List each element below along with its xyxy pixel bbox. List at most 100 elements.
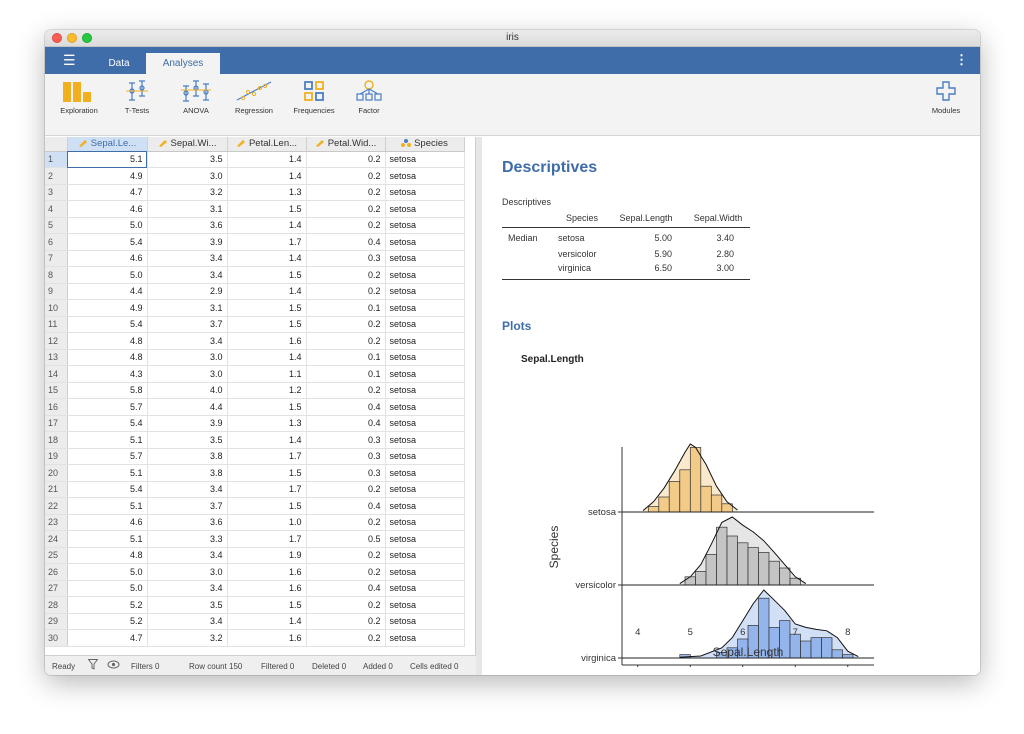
cell[interactable]: 3.8 [147, 448, 228, 465]
cell[interactable]: 3.6 [147, 217, 228, 234]
row-number[interactable]: 4 [45, 200, 68, 218]
more-options-icon[interactable]: ⋮ [955, 52, 968, 67]
cell[interactable]: 5.1 [67, 151, 148, 168]
cell[interactable]: 3.4 [147, 580, 228, 597]
cell[interactable]: 4.8 [67, 547, 148, 564]
cell[interactable]: 0.5 [306, 530, 386, 548]
exploration-button[interactable]: Exploration [53, 80, 105, 115]
cell[interactable]: 3.6 [147, 514, 228, 531]
cell[interactable]: 5.7 [67, 448, 148, 465]
cell[interactable]: setosa [385, 629, 465, 647]
cell[interactable]: 5.8 [67, 382, 148, 399]
cell[interactable]: 1.5 [227, 497, 307, 515]
cell[interactable]: 3.8 [147, 464, 228, 482]
cell[interactable]: setosa [385, 398, 465, 416]
cell[interactable]: 5.0 [67, 580, 148, 597]
cell[interactable]: 0.3 [306, 448, 386, 465]
cell[interactable]: 1.7 [227, 530, 307, 548]
cell[interactable]: 1.4 [227, 250, 307, 267]
cell[interactable]: setosa [385, 217, 465, 234]
cell[interactable]: 4.8 [67, 332, 148, 350]
cell[interactable]: setosa [385, 563, 465, 581]
cell[interactable]: 0.2 [306, 613, 386, 630]
cell[interactable]: 3.7 [147, 497, 228, 515]
cell[interactable]: 4.0 [147, 382, 228, 399]
cell[interactable]: 4.6 [67, 200, 148, 218]
cell[interactable]: 5.4 [67, 481, 148, 498]
cell[interactable]: 3.4 [147, 547, 228, 564]
cell[interactable]: 1.6 [227, 580, 307, 597]
cell[interactable]: 0.2 [306, 151, 386, 168]
cell[interactable]: 4.4 [147, 398, 228, 416]
cell[interactable]: 4.9 [67, 167, 148, 185]
row-number[interactable]: 12 [45, 332, 68, 350]
cell[interactable]: setosa [385, 266, 465, 284]
cell[interactable]: 4.3 [67, 365, 148, 383]
cell[interactable]: 5.4 [67, 415, 148, 432]
row-number[interactable]: 16 [45, 398, 68, 416]
cell[interactable]: 1.5 [227, 596, 307, 614]
ttests-button[interactable]: T-Tests [117, 80, 157, 115]
close-window-button[interactable] [52, 33, 62, 43]
column-header-species[interactable]: Species [385, 137, 465, 152]
cell[interactable]: 1.4 [227, 283, 307, 300]
cell[interactable]: 1.6 [227, 332, 307, 350]
row-number[interactable]: 21 [45, 481, 68, 498]
cell[interactable]: setosa [385, 464, 465, 482]
row-number[interactable]: 8 [45, 266, 68, 284]
cell[interactable]: 0.3 [306, 431, 386, 449]
anova-button[interactable]: ANOVA [172, 80, 220, 115]
cell[interactable]: 3.4 [147, 250, 228, 267]
hamburger-menu-icon[interactable]: ☰ [63, 52, 76, 68]
frequencies-button[interactable]: Frequencies [288, 80, 340, 115]
row-number[interactable]: 25 [45, 547, 68, 564]
cell[interactable]: 0.1 [306, 349, 386, 366]
row-number[interactable]: 10 [45, 299, 68, 317]
cell[interactable]: 0.4 [306, 415, 386, 432]
cell[interactable]: 4.6 [67, 250, 148, 267]
cell[interactable]: 5.0 [67, 217, 148, 234]
cell[interactable]: 1.4 [227, 613, 307, 630]
row-number[interactable]: 17 [45, 415, 68, 432]
cell[interactable]: 0.2 [306, 200, 386, 218]
cell[interactable]: 1.5 [227, 316, 307, 333]
row-number[interactable]: 27 [45, 580, 68, 597]
cell[interactable]: 1.4 [227, 431, 307, 449]
cell[interactable]: 1.5 [227, 398, 307, 416]
cell[interactable]: setosa [385, 365, 465, 383]
cell[interactable]: 1.7 [227, 448, 307, 465]
cell[interactable]: 1.5 [227, 266, 307, 284]
cell[interactable]: setosa [385, 250, 465, 267]
cell[interactable]: 3.0 [147, 365, 228, 383]
row-number[interactable]: 14 [45, 365, 68, 383]
row-number[interactable]: 3 [45, 184, 68, 201]
cell[interactable]: 3.5 [147, 596, 228, 614]
cell[interactable]: 3.0 [147, 349, 228, 366]
cell[interactable]: 3.4 [147, 332, 228, 350]
row-number[interactable]: 1 [45, 151, 68, 168]
cell[interactable]: 0.2 [306, 184, 386, 201]
row-number[interactable]: 26 [45, 563, 68, 581]
corner-cell[interactable] [45, 137, 68, 152]
cell[interactable]: 4.7 [67, 629, 148, 647]
cell[interactable]: 5.0 [67, 563, 148, 581]
cell[interactable]: 1.5 [227, 200, 307, 218]
cell[interactable]: 3.1 [147, 299, 228, 317]
spreadsheet[interactable]: Sepal.Le... Sepal.Wi... Petal.Len... Pet… [45, 137, 476, 655]
cell[interactable]: 3.9 [147, 233, 228, 251]
cell[interactable]: 0.1 [306, 365, 386, 383]
row-number[interactable]: 23 [45, 514, 68, 531]
cell[interactable]: setosa [385, 184, 465, 201]
cell[interactable]: setosa [385, 431, 465, 449]
cell[interactable]: 5.2 [67, 596, 148, 614]
cell[interactable]: 1.3 [227, 184, 307, 201]
cell[interactable]: 5.4 [67, 233, 148, 251]
cell[interactable]: 1.2 [227, 382, 307, 399]
cell[interactable]: 0.2 [306, 547, 386, 564]
cell[interactable]: 0.4 [306, 398, 386, 416]
filter-icon[interactable] [87, 659, 99, 672]
cell[interactable]: 0.1 [306, 299, 386, 317]
factor-button[interactable]: Factor [351, 80, 387, 115]
cell[interactable]: 0.2 [306, 316, 386, 333]
cell[interactable]: 4.9 [67, 299, 148, 317]
